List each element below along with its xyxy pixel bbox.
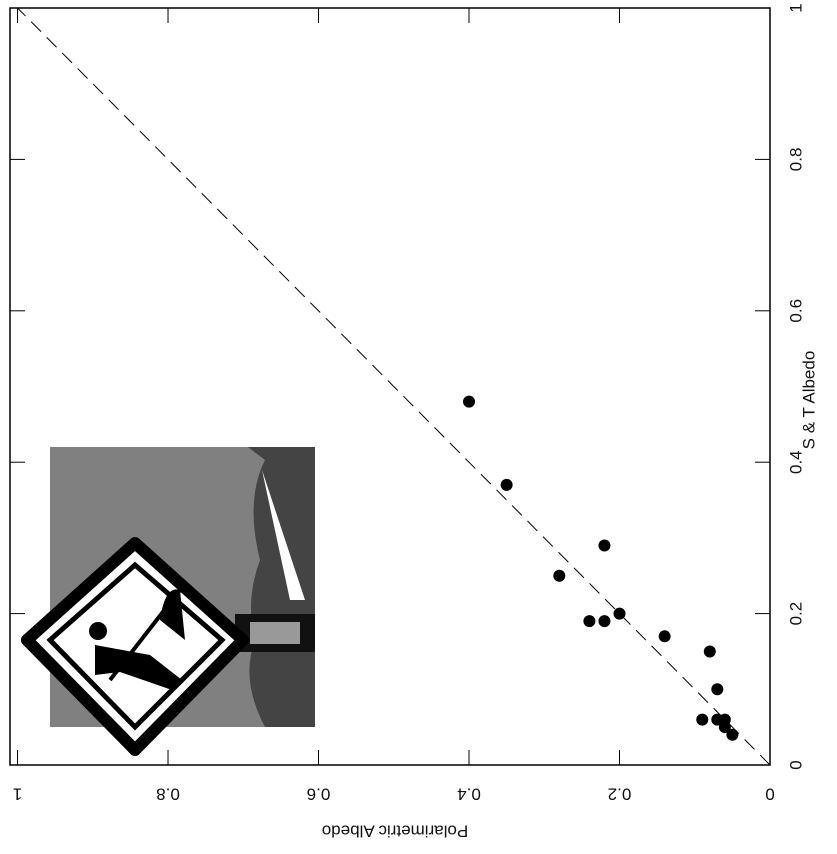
point [613,607,626,620]
y-axis-label: Polarimetric Albedo [322,822,468,841]
y-tick-label: 0.2 [608,785,632,804]
point [658,630,671,643]
y-tick-label: 0 [765,785,774,804]
point [726,728,739,741]
point [718,721,731,734]
reference-line [17,7,771,766]
point [696,713,709,726]
x-tick-label: 0.6 [786,299,805,323]
point [463,395,476,408]
placeholder-icon [21,447,315,756]
x-tick-label: 0.8 [786,148,805,172]
point [553,569,566,582]
point [711,683,724,696]
point [500,478,513,491]
y-tick-label: 1 [13,785,22,804]
x-tick-label: 0.4 [786,450,805,474]
x-tick-label: 1 [786,3,805,12]
x-axis-label: S & T Albedo [799,351,818,450]
plot-frame [9,7,771,766]
x-tick-label: 0.2 [786,602,805,626]
x-tick-label: 0 [786,760,805,769]
y-tick-label: 0.8 [156,785,180,804]
point [598,615,611,628]
point [598,539,611,552]
point [583,615,596,628]
point [703,645,716,658]
y-tick-label: 0.6 [307,785,331,804]
y-tick-label: 0.4 [457,785,481,804]
